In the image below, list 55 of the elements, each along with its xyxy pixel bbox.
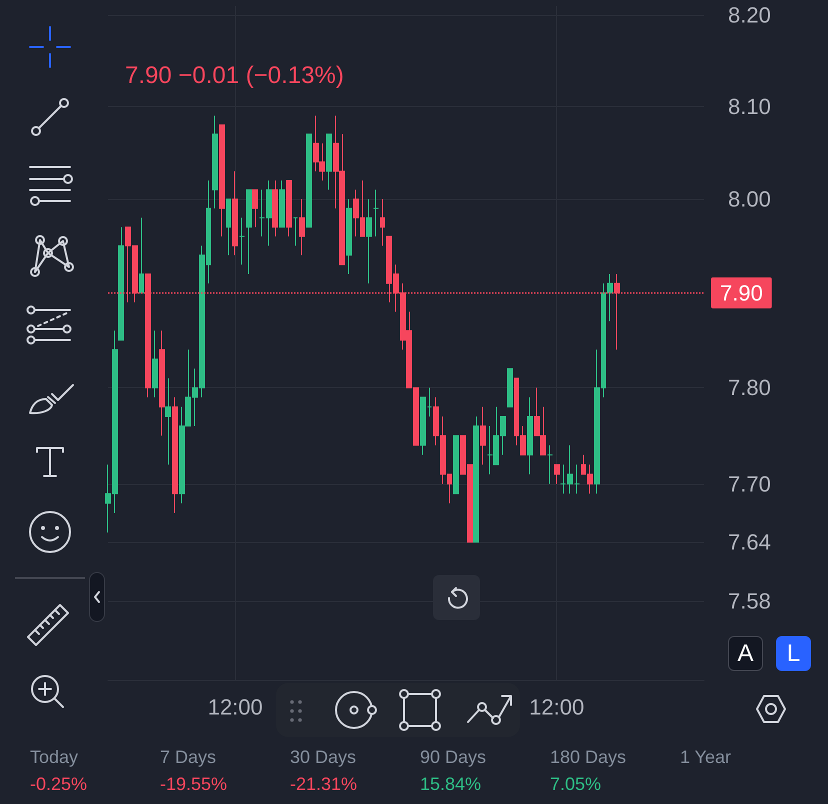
candlestick <box>159 330 165 436</box>
y-tick-label: 8.10 <box>728 94 771 120</box>
candlestick <box>366 198 372 284</box>
candlestick <box>554 464 560 484</box>
candlestick <box>232 170 238 256</box>
candlestick <box>226 198 231 256</box>
toggle-button: L <box>776 636 811 671</box>
data-label: 7.05% <box>550 773 602 795</box>
category-label: 30 Days <box>290 746 358 768</box>
candlestick <box>326 134 332 190</box>
candlestick <box>239 217 245 266</box>
x-tick-label: 12:00 <box>208 694 263 720</box>
candlestick <box>118 226 124 341</box>
candlestick <box>172 396 178 514</box>
candlestick <box>272 180 278 237</box>
data-label: -0.25% <box>30 773 88 795</box>
y-tick-label: 7.64 <box>728 530 771 555</box>
candlestick <box>306 134 312 228</box>
category-label: Today <box>30 746 80 768</box>
y-tick-label: 8.20 <box>728 2 771 28</box>
candlestick <box>346 198 352 274</box>
text: 7.90 −0.01 (−0.13%) <box>125 62 344 90</box>
data-label: -19.55% <box>160 773 228 795</box>
candlestick <box>246 189 252 274</box>
data-label: -21.31% <box>290 773 358 795</box>
category-label: 180 Days <box>550 746 626 768</box>
candlestick <box>139 217 144 294</box>
candlestick <box>507 368 513 408</box>
y-tick-label: 7.58 <box>728 588 771 614</box>
y-tick-label: 8.00 <box>728 186 771 212</box>
category-label: 90 Days <box>420 746 486 768</box>
y-tick-label: 7.80 <box>728 375 771 400</box>
y-tick-label: 7.70 <box>728 471 771 496</box>
ref-line-label: 7.90 <box>720 280 763 306</box>
candlestick <box>293 217 298 246</box>
candlestick <box>212 115 218 209</box>
candlestick <box>547 444 553 484</box>
data-label: 15.84% <box>420 773 482 795</box>
candlestick <box>373 189 379 237</box>
candlestick <box>252 189 258 228</box>
category-label: 1 Year <box>680 746 732 768</box>
candlestick <box>527 396 533 475</box>
candlestick <box>279 180 285 228</box>
category-label: 7 Days <box>160 746 218 768</box>
candlestick <box>152 330 158 398</box>
candlestick <box>473 416 479 543</box>
candlestick <box>480 406 486 466</box>
candlestick <box>299 198 305 256</box>
candlestick <box>165 378 171 466</box>
x-tick-label: 12:00 <box>529 694 584 720</box>
toggle-button: A <box>728 636 763 671</box>
candlestick <box>286 180 292 237</box>
candlestick <box>219 124 225 237</box>
candlestick <box>380 198 385 246</box>
candlestick <box>453 435 459 494</box>
